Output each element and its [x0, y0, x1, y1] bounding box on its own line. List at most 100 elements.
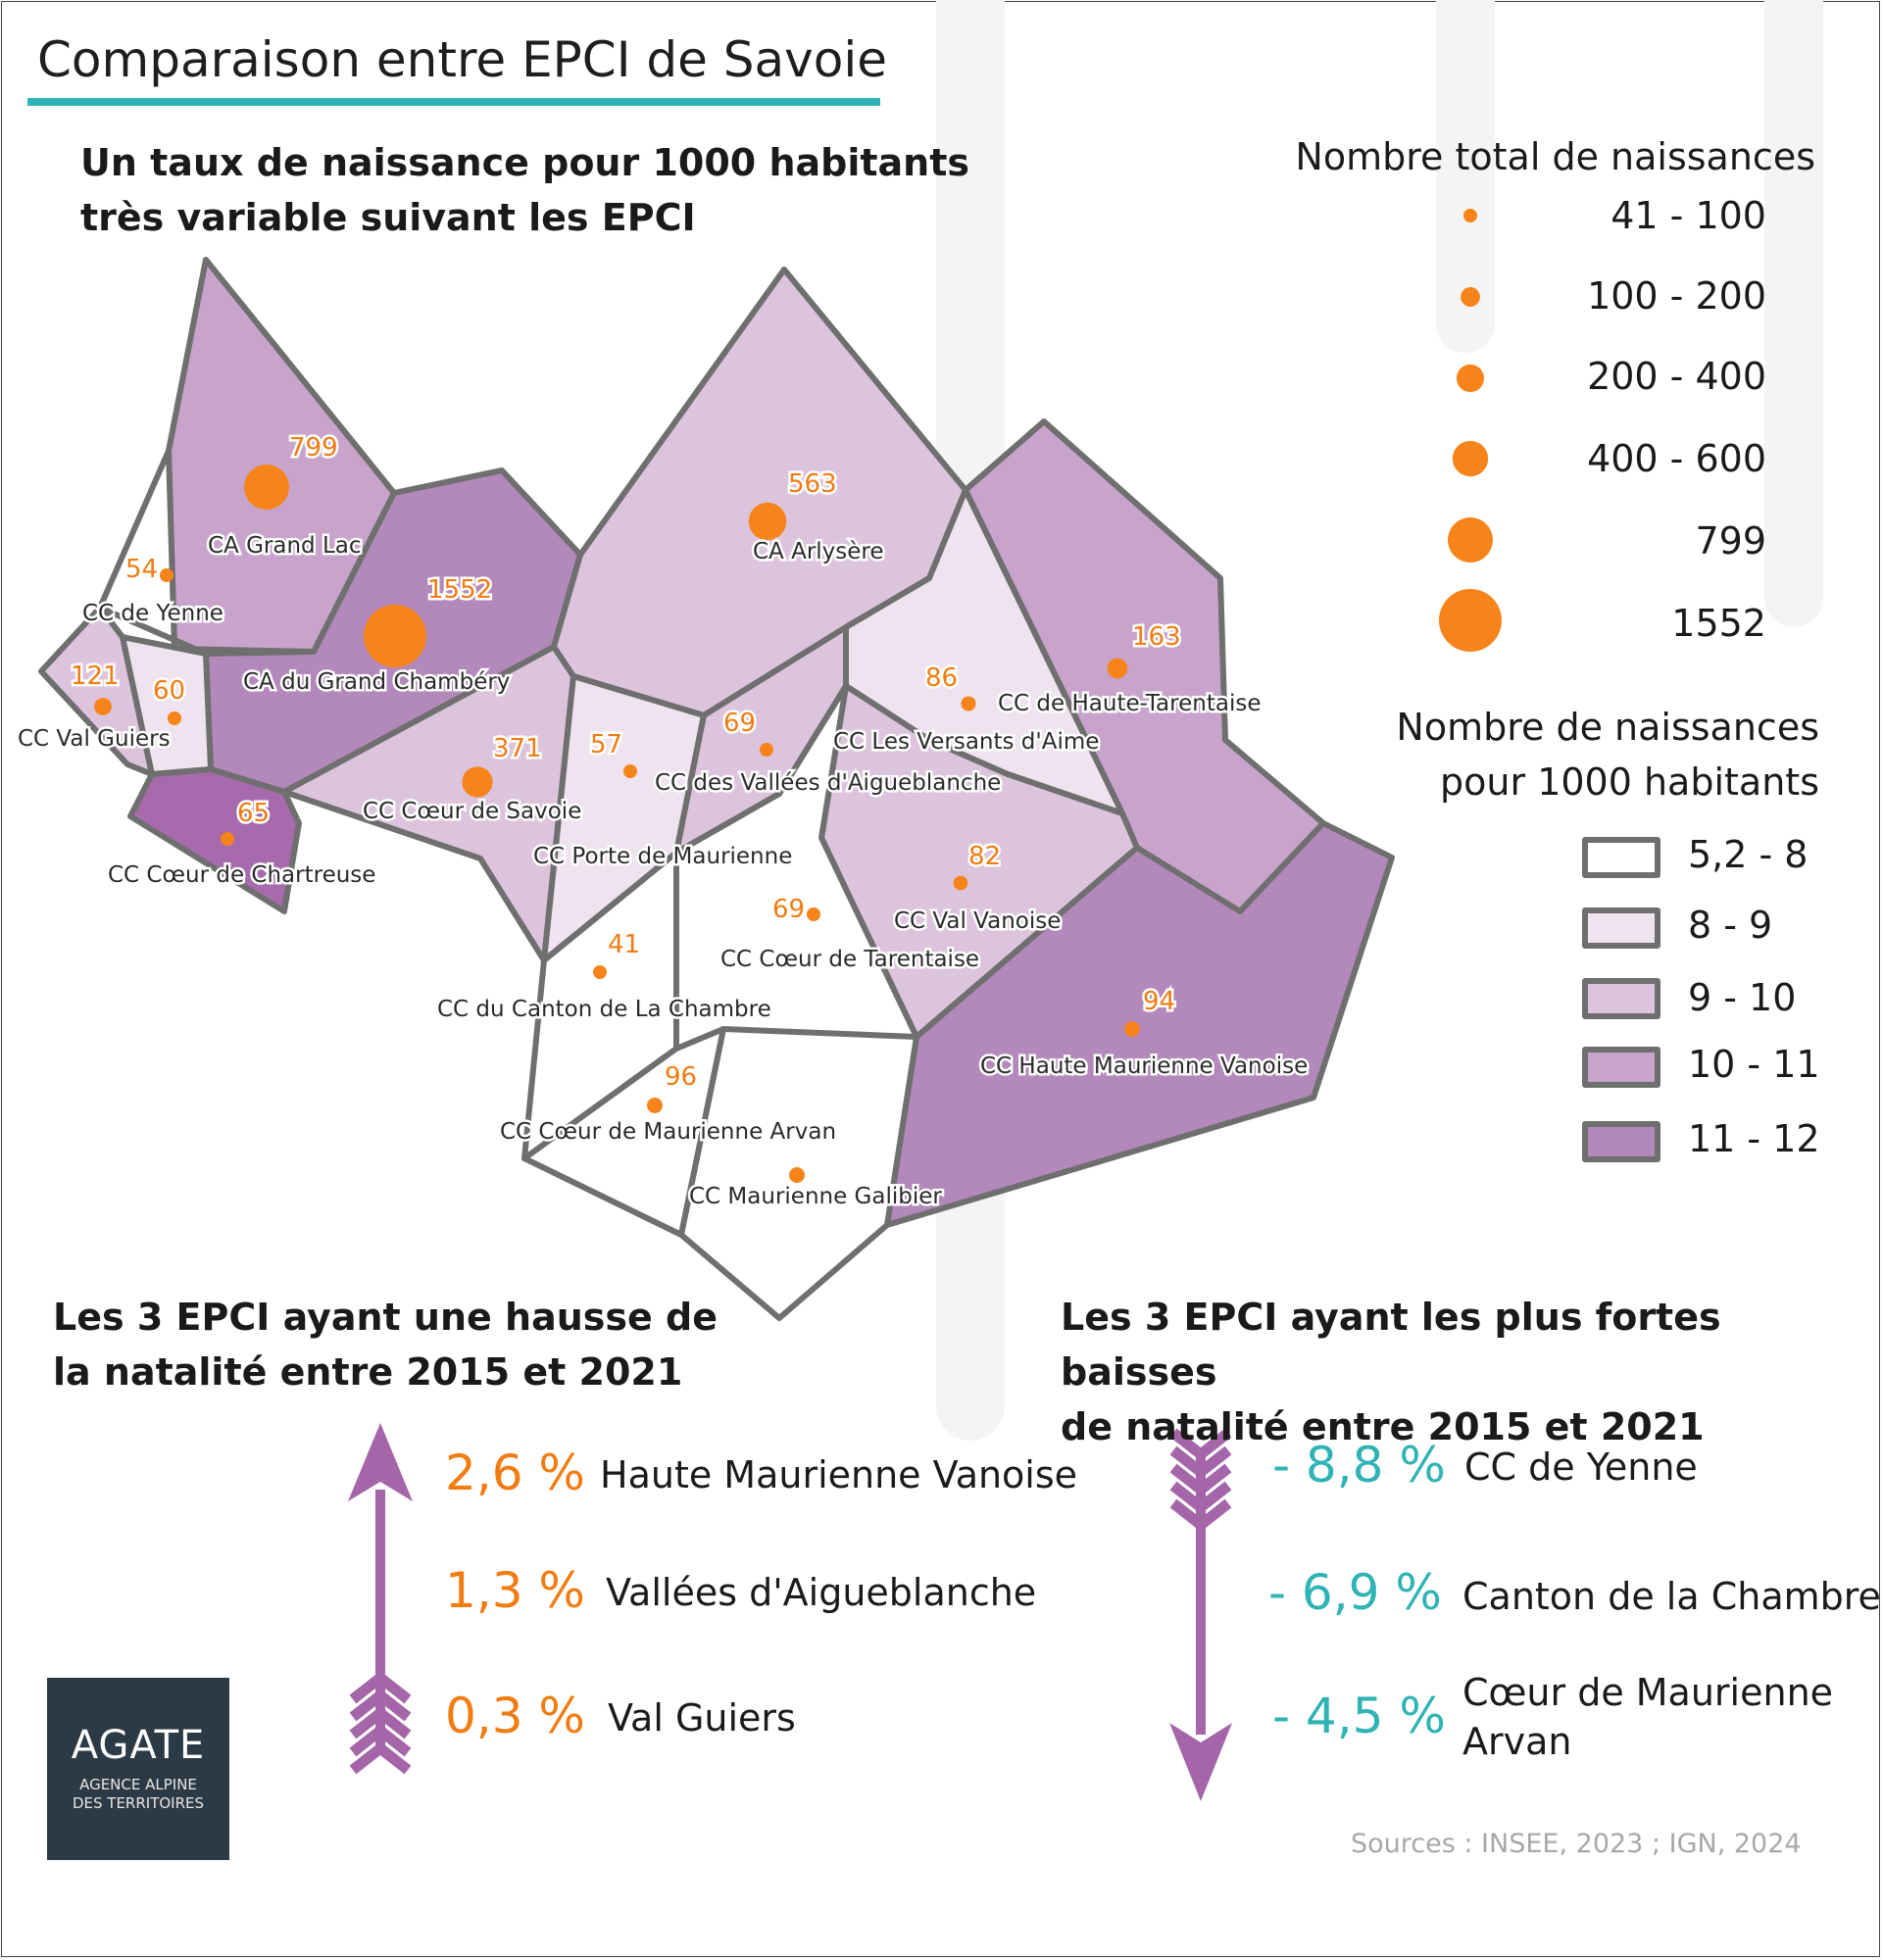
epci-region — [884, 820, 1395, 1228]
births-count-label: 94 — [1143, 987, 1175, 1016]
decrease-pct: - 4,5 % — [1272, 1688, 1446, 1744]
epci-name-label: CC Les Versants d'Aime — [833, 729, 1099, 755]
epci-name-label: CC Val Guiers — [18, 726, 171, 752]
births-legend-bubble — [1439, 589, 1502, 652]
births-legend-label: 100 - 200 — [1587, 274, 1766, 318]
page-title: Comparaison entre EPCI de Savoie — [37, 31, 887, 88]
decrease-epci-name: CC de Yenne — [1464, 1446, 1698, 1489]
rate-legend-label: 11 - 12 — [1688, 1117, 1820, 1160]
births-legend-bubble — [1461, 287, 1480, 307]
births-count-label: 69 — [772, 895, 805, 924]
decrease-title-line-1: Les 3 EPCI ayant les plus fortes baisses — [1061, 1296, 1721, 1394]
logo-subtitle: AGENCE ALPINE DES TERRITOIRES — [47, 1776, 229, 1813]
epci-name-label: CA du Grand Chambéry — [243, 669, 510, 695]
births-legend-label: 41 - 100 — [1610, 194, 1766, 237]
births-bubble — [623, 764, 637, 778]
rate-legend-title-line-2: pour 1000 habitants — [1440, 760, 1819, 804]
births-count-label: 65 — [237, 799, 270, 828]
births-count-label: 563 — [788, 469, 837, 499]
rate-legend-swatch — [1582, 837, 1660, 878]
increase-arrow-fletching — [349, 1741, 412, 1775]
rate-legend-title-line-1: Nombre de naissances — [1396, 706, 1819, 749]
epci-name-label: CC Val Vanoise — [894, 908, 1061, 934]
births-count-label: 82 — [968, 842, 1001, 871]
epci-name-label: CC Cœur de Tarentaise — [720, 947, 979, 972]
decrease-arrow-fletching — [1169, 1446, 1232, 1479]
births-legend-label: 1552 — [1671, 602, 1766, 645]
births-count-label: 121 — [71, 662, 120, 691]
rate-legend-swatch — [1582, 907, 1660, 949]
increase-title-line-1: Les 3 EPCI ayant une hausse de — [53, 1296, 718, 1339]
births-legend-bubble — [1456, 364, 1485, 393]
rate-legend-swatch — [1582, 1047, 1660, 1088]
births-bubble — [760, 743, 773, 757]
epci-name-label: CC Porte de Maurienne — [533, 844, 792, 869]
births-legend-bubble — [1452, 440, 1489, 477]
births-legend-label: 799 — [1695, 519, 1766, 563]
increase-epci-name: Haute Maurienne Vanoise — [600, 1453, 1078, 1496]
increase-pct: 0,3 % — [445, 1688, 585, 1744]
map-subtitle-line-1: Un taux de naissance pour 1000 habitants — [80, 141, 970, 184]
births-legend-title: Nombre total de naissances — [1295, 135, 1815, 178]
births-count-label: 60 — [153, 676, 185, 706]
rate-legend-title: Nombre de naissances pour 1000 habitants — [1274, 700, 1819, 809]
map-subtitle-line-2: très variable suivant les EPCI — [80, 196, 696, 239]
rate-legend-label: 10 - 11 — [1688, 1043, 1820, 1086]
births-bubble — [593, 965, 607, 979]
decrease-pct: - 6,9 % — [1268, 1564, 1442, 1621]
births-bubble — [807, 907, 820, 921]
increase-epci-name: Val Guiers — [608, 1696, 796, 1740]
births-count-label: 371 — [493, 734, 542, 763]
births-bubble — [789, 1167, 805, 1183]
rate-legend-swatch — [1582, 1121, 1660, 1162]
increase-arrow-fletching — [349, 1671, 412, 1704]
births-bubble — [961, 696, 976, 711]
rate-legend-swatch — [1582, 978, 1660, 1019]
increase-arrow-fletching — [349, 1689, 412, 1722]
births-legend-label: 400 - 600 — [1587, 437, 1766, 480]
births-count-label: 54 — [125, 555, 158, 584]
increase-pct: 2,6 % — [445, 1445, 585, 1501]
births-bubble — [1107, 658, 1128, 679]
epci-name-label: CC Cœur de Chartreuse — [108, 862, 375, 888]
decrease-arrow-fletching — [1169, 1498, 1232, 1532]
epci-name-label: CA Grand Lac — [208, 533, 362, 559]
increase-title-line-2: la natalité entre 2015 et 2021 — [53, 1350, 683, 1394]
births-bubble — [647, 1098, 663, 1113]
births-bubble — [168, 711, 181, 725]
decrease-epci-name: Cœur de Maurienne Arvan — [1462, 1668, 1833, 1766]
births-bubble — [160, 568, 173, 582]
sources-note: Sources : INSEE, 2023 ; IGN, 2024 — [1351, 1829, 1802, 1859]
births-bubble — [748, 502, 787, 541]
decrease-pct: - 8,8 % — [1272, 1437, 1446, 1494]
births-legend-label: 200 - 400 — [1587, 355, 1766, 398]
births-count-label: 69 — [723, 709, 756, 738]
births-bubble — [94, 698, 112, 715]
decrease-arrow-fletching — [1169, 1428, 1232, 1461]
births-legend-bubble — [1448, 517, 1493, 563]
births-bubble — [1124, 1021, 1140, 1037]
epci-name-label: CC de Haute-Tarentaise — [998, 691, 1261, 716]
epci-name-label: CC des Vallées d'Aigueblanche — [655, 770, 1001, 796]
births-count-label: 96 — [665, 1062, 697, 1092]
decrease-title-line-2: de natalité entre 2015 et 2021 — [1061, 1405, 1705, 1448]
births-bubble — [953, 875, 968, 891]
births-count-label: 86 — [925, 663, 958, 693]
epci-name-label: CC Cœur de Maurienne Arvan — [500, 1119, 836, 1145]
births-bubble — [364, 605, 426, 667]
increase-pct: 1,3 % — [445, 1562, 585, 1619]
births-legend-bubble — [1463, 209, 1477, 222]
increase-title: Les 3 EPCI ayant une hausse de la natali… — [53, 1290, 718, 1399]
decrease-epci-name: Canton de la Chambre — [1462, 1575, 1881, 1618]
epci-name-label: CC Cœur de Savoie — [363, 799, 581, 824]
epci-region — [127, 766, 302, 914]
logo-wordmark: AGATE — [71, 1723, 206, 1768]
epci-name-label: CC Maurienne Galibier — [689, 1184, 942, 1209]
decrease-arrow-head — [1169, 1723, 1232, 1801]
decrease-epci-name-line-2: Arvan — [1462, 1720, 1572, 1763]
logo-subtitle-line-1: AGENCE ALPINE — [79, 1776, 197, 1793]
rate-legend-label: 9 - 10 — [1688, 976, 1797, 1019]
rate-legend-label: 8 - 9 — [1688, 904, 1773, 947]
births-count-label: 57 — [590, 730, 622, 760]
